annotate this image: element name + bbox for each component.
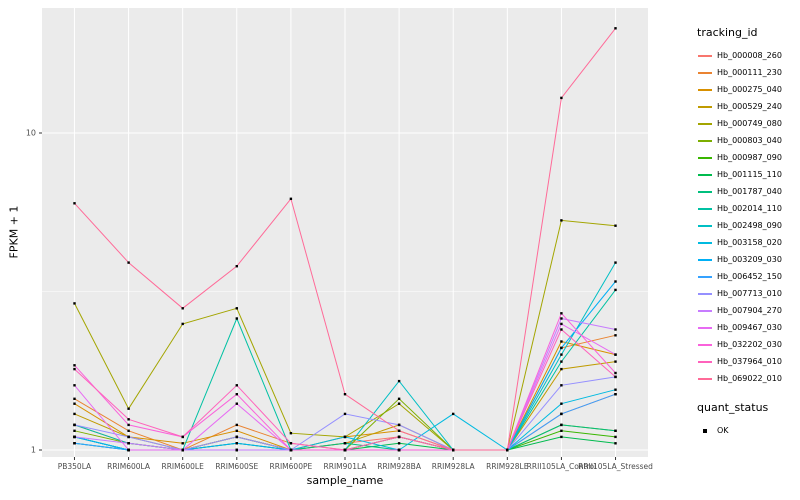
legend-item: Hb_069022_010: [697, 370, 796, 387]
legend-item: Hb_032202_030: [697, 336, 796, 353]
legend-label: Hb_007713_010: [717, 289, 782, 298]
legend-title-tracking-id: tracking_id: [697, 26, 758, 39]
legend-label: Hb_000529_240: [717, 102, 782, 111]
legend-item: Hb_000803_040: [697, 132, 796, 149]
legend-item: Hb_001787_040: [697, 183, 796, 200]
legend-label: Hb_003209_030: [717, 255, 782, 264]
legend-item-ok: OK: [697, 422, 796, 439]
legend-item: Hb_002498_090: [697, 217, 796, 234]
series-line-icon: [697, 65, 713, 81]
legend-item: Hb_001115_110: [697, 166, 796, 183]
series-line-icon: [697, 201, 713, 217]
svg-text:RRIM901LA: RRIM901LA: [324, 462, 368, 471]
legend-label: Hb_032202_030: [717, 340, 782, 349]
svg-text:RRIM928LA: RRIM928LA: [432, 462, 476, 471]
legend-label: Hb_006452_150: [717, 272, 782, 281]
svg-text:10: 10: [26, 129, 36, 138]
legend-item: Hb_009467_030: [697, 319, 796, 336]
legend-label: Hb_003158_020: [717, 238, 782, 247]
legend-label: Hb_000111_230: [717, 68, 782, 77]
series-line-icon: [697, 286, 713, 302]
ok-point-icon: [697, 423, 713, 439]
svg-text:RRIM600LA: RRIM600LA: [107, 462, 151, 471]
legend-label: Hb_002498_090: [717, 221, 782, 230]
svg-text:RRII105LA_Stressed: RRII105LA_Stressed: [578, 462, 653, 471]
svg-text:RRIM928BA: RRIM928BA: [377, 462, 422, 471]
series-line-icon: [697, 269, 713, 285]
legend-item: Hb_007904_270: [697, 302, 796, 319]
series-line-icon: [697, 354, 713, 370]
legend-item: Hb_000275_040: [697, 81, 796, 98]
legend-label: Hb_000749_080: [717, 119, 782, 128]
series-line-icon: [697, 235, 713, 251]
legend-label: Hb_001787_040: [717, 187, 782, 196]
series-line-icon: [697, 133, 713, 149]
svg-text:PB350LA: PB350LA: [58, 462, 92, 471]
legend-label: Hb_000803_040: [717, 136, 782, 145]
legend: tracking_id Hb_000008_260 Hb_000111_230 Hb…: [655, 0, 800, 500]
plot-area: 10 1 PB350LA RRIM600LA RRIM600LE RRIM600SE RRI…: [26, 8, 653, 471]
series-line-icon: [697, 371, 713, 387]
series-line-icon: [697, 218, 713, 234]
legend-item: Hb_037964_010: [697, 353, 796, 370]
series-line-icon: [697, 150, 713, 166]
series-line-icon: [697, 99, 713, 115]
svg-text:RRIM928LE: RRIM928LE: [486, 462, 529, 471]
series-line-icon: [697, 184, 713, 200]
legend-label: Hb_007904_270: [717, 306, 782, 315]
legend-item: Hb_000749_080: [697, 115, 796, 132]
legend-item: Hb_000008_260: [697, 47, 796, 64]
series-line-icon: [697, 82, 713, 98]
series-line-icon: [697, 337, 713, 353]
legend-item: Hb_000529_240: [697, 98, 796, 115]
legend-label: Hb_037964_010: [717, 357, 782, 366]
series-line-icon: [697, 252, 713, 268]
svg-text:RRIM600PE: RRIM600PE: [270, 462, 313, 471]
legend-label: Hb_000987_090: [717, 153, 782, 162]
legend-label: Hb_000275_040: [717, 85, 782, 94]
legend-items: Hb_000008_260 Hb_000111_230 Hb_000275_040 H…: [697, 47, 796, 387]
svg-text:RRIM600SE: RRIM600SE: [215, 462, 258, 471]
legend-item: Hb_000111_230: [697, 64, 796, 81]
series-line-icon: [697, 320, 713, 336]
x-axis-title: sample_name: [306, 474, 384, 487]
y-axis-title: FPKM + 1: [7, 205, 21, 259]
legend-item: Hb_007713_010: [697, 285, 796, 302]
legend-label: Hb_069022_010: [717, 374, 782, 383]
legend-item: Hb_003158_020: [697, 234, 796, 251]
svg-text:RRIM600LE: RRIM600LE: [162, 462, 205, 471]
series-line-icon: [697, 167, 713, 183]
legend-item: Hb_000987_090: [697, 149, 796, 166]
legend-label: Hb_001115_110: [717, 170, 782, 179]
legend-label: Hb_002014_110: [717, 204, 782, 213]
legend-label-ok: OK: [717, 426, 729, 435]
legend-item: Hb_006452_150: [697, 268, 796, 285]
legend-item: Hb_002014_110: [697, 200, 796, 217]
series-line-icon: [697, 303, 713, 319]
series-line-icon: [697, 48, 713, 64]
legend-title-quant-status: quant_status: [697, 401, 769, 414]
series-line-icon: [697, 116, 713, 132]
svg-text:RRII105LA_Control: RRII105LA_Control: [527, 462, 597, 471]
legend-label: Hb_000008_260: [717, 51, 782, 60]
svg-text:1: 1: [31, 446, 36, 455]
legend-item: Hb_003209_030: [697, 251, 796, 268]
legend-label: Hb_009467_030: [717, 323, 782, 332]
